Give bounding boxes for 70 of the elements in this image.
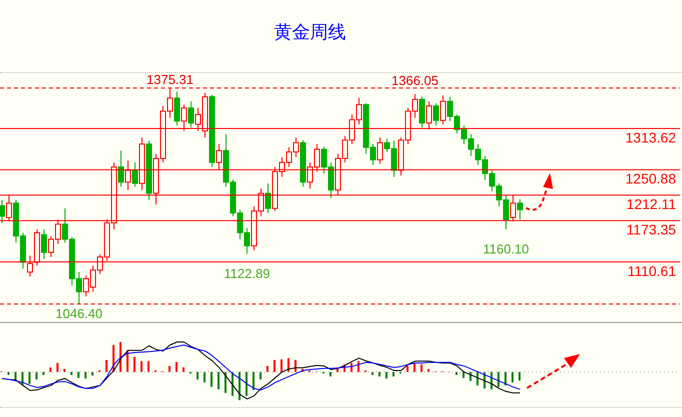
bar — [218, 372, 220, 390]
bar — [64, 368, 66, 372]
bar — [512, 372, 514, 382]
bar — [42, 372, 44, 375]
bar — [168, 366, 170, 372]
annotation: 1160.10 — [482, 242, 530, 257]
bar — [140, 361, 142, 372]
bar — [378, 372, 380, 376]
bar — [210, 372, 212, 387]
ref-line-label: 1173.35 — [626, 222, 676, 238]
candlestick — [440, 94, 446, 125]
bar — [372, 372, 374, 375]
bar — [518, 372, 520, 381]
bar — [8, 372, 10, 375]
bar — [392, 372, 394, 376]
bar — [224, 372, 226, 393]
bar — [294, 360, 296, 372]
bar — [330, 372, 332, 376]
bar — [420, 364, 422, 372]
bar — [288, 358, 290, 372]
bar — [134, 356, 136, 372]
bar — [280, 359, 282, 372]
bar — [406, 366, 408, 372]
candlestick — [132, 162, 138, 188]
bar — [36, 372, 38, 380]
bar — [56, 362, 58, 372]
bar — [182, 367, 184, 372]
annotation: 1122.89 — [224, 266, 270, 281]
candlestick — [118, 150, 124, 188]
bar — [252, 372, 254, 390]
candlestick — [41, 228, 47, 260]
annotation: 1046.40 — [56, 306, 102, 322]
candlestick — [188, 100, 194, 128]
ref-line-label: 1313.62 — [625, 129, 676, 146]
bar — [414, 363, 416, 372]
candlestick — [265, 182, 271, 214]
bar — [498, 372, 500, 387]
bar — [78, 372, 80, 378]
candlestick — [377, 136, 383, 164]
bar — [106, 360, 108, 372]
chart-title: 黄金周线 — [273, 21, 347, 44]
annotation: 1366.05 — [392, 73, 438, 88]
bar — [176, 362, 178, 372]
bar — [386, 372, 388, 379]
bar — [50, 367, 52, 372]
ref-line-label: 1212.11 — [626, 196, 676, 212]
bar — [84, 372, 86, 379]
bar — [504, 372, 506, 386]
candlestick — [433, 102, 439, 126]
bar — [266, 366, 268, 372]
bar — [196, 372, 198, 380]
candlestick — [517, 198, 523, 220]
bar — [358, 361, 360, 372]
bar — [204, 372, 206, 382]
bar — [70, 372, 72, 375]
bar — [260, 372, 262, 380]
bar — [92, 372, 94, 376]
bar — [274, 360, 276, 372]
candlestick — [0, 199, 5, 224]
bar — [462, 372, 464, 378]
bar — [428, 368, 430, 372]
annotation: 1375.31 — [146, 72, 194, 87]
bar — [456, 372, 458, 375]
candlestick — [174, 90, 180, 126]
candlestick — [419, 96, 425, 128]
ref-line-label: 1250.88 — [625, 170, 676, 187]
bar — [246, 372, 248, 396]
ref-line-label: 1110.61 — [627, 262, 676, 279]
bar — [148, 361, 150, 372]
bar — [28, 372, 30, 384]
